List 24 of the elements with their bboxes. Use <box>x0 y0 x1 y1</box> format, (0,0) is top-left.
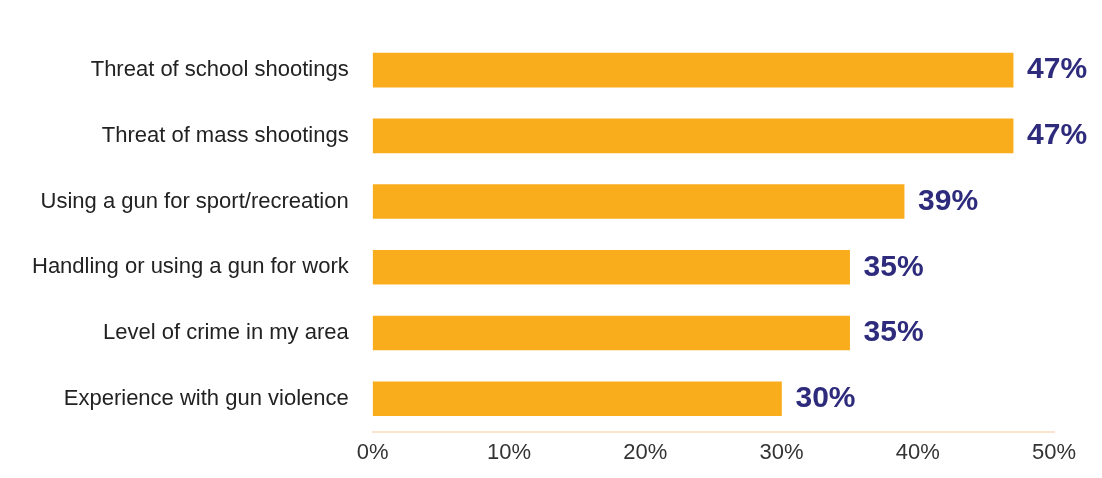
data-label: 47% <box>1027 51 1088 85</box>
data-label: 47% <box>1027 117 1088 151</box>
y-tick-label: Handling or using a gun for work <box>32 253 350 279</box>
x-tick-label: 0% <box>356 438 389 464</box>
y-tick-label: Threat of mass shootings <box>101 121 349 147</box>
x-tick-label: 50% <box>1031 438 1077 464</box>
y-tick-label: Threat of school shootings <box>90 56 349 82</box>
bar <box>372 118 1014 154</box>
bar <box>372 249 850 285</box>
bar <box>372 315 850 351</box>
data-label: 35% <box>863 248 924 282</box>
x-tick-label: 40% <box>895 438 940 464</box>
data-label: 35% <box>863 314 924 348</box>
data-label: 30% <box>795 380 856 413</box>
bar <box>372 52 1014 88</box>
bar <box>372 184 905 219</box>
x-tick-label: 30% <box>759 438 804 464</box>
x-tick-label: 10% <box>486 438 532 464</box>
x-tick-label: 20% <box>623 438 668 464</box>
data-label: 39% <box>918 182 979 216</box>
y-tick-label: Experience with gun violence <box>63 384 349 410</box>
y-tick-label: Level of crime in my area <box>102 319 350 345</box>
bar <box>372 381 782 417</box>
y-tick-label: Using a gun for sport/recreation <box>40 187 349 213</box>
